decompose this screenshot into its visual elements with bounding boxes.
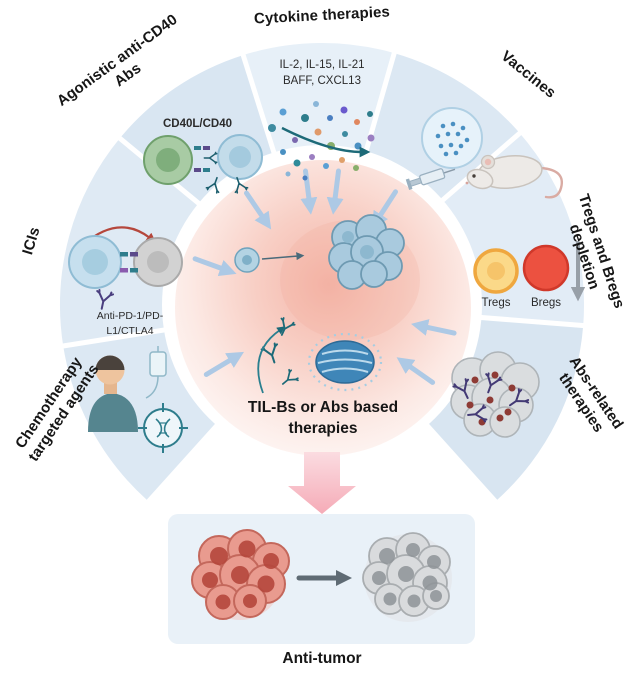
illustration-cytokine (268, 101, 375, 181)
illustration-agonistic-cd40 (143, 134, 263, 195)
tumor-red-cluster (191, 529, 290, 620)
arrow-icis-to-center (192, 256, 237, 277)
tumor-gray-cluster (362, 532, 452, 622)
arrow-chemo-to-center (203, 351, 245, 377)
arrow-abs-to-center (396, 357, 436, 385)
mouse-icon (465, 154, 563, 199)
abs-tumor-dots (466, 371, 516, 426)
center-cell-cluster (328, 214, 405, 290)
targeted-therapy-icon (138, 403, 188, 453)
illustration-abs-related (450, 351, 540, 438)
label-treg-cell: Tregs (481, 297, 511, 309)
annotation-anti-pd: Anti-PD-1/PD- L1/CTLA4 (70, 309, 190, 338)
center-caption-line2: therapies (288, 419, 358, 437)
outcome-panel (168, 514, 475, 644)
center-caption-line1: TIL-Bs or Abs based (247, 399, 399, 416)
center-caption: TIL-Bs or Abs based therapies (230, 398, 416, 440)
illustration-vaccines (405, 107, 563, 199)
center-secretion-arrow (257, 326, 286, 394)
annotation-cytokines-line1: IL-2, IL-15, IL-21 (279, 59, 365, 71)
differentiation-arrow (261, 252, 305, 261)
annotation-cytokines-line2: BAFF, CXCL13 (283, 75, 361, 88)
cytokine-flow-arrow (281, 126, 371, 158)
label-breg-cell: Bregs (530, 297, 562, 309)
patient-icon (88, 355, 138, 432)
illustration-chemotherapy (88, 346, 188, 453)
illustration-center (234, 214, 405, 394)
arrow-vaccines-to-center (371, 189, 398, 229)
outcome-caption: Anti-tumor (282, 650, 362, 667)
cd40-receptor-pairs (194, 146, 210, 172)
arrow-cytokine-right-to-center (326, 168, 344, 215)
icis-receptor-pairs (120, 252, 138, 273)
arrow-agonistic-to-center (244, 190, 272, 230)
illustration-icis (68, 226, 183, 312)
annotation-anti-pd-line2: L1/CTLA4 (106, 324, 154, 337)
arrow-tregs-to-center (411, 319, 457, 336)
annotation-anti-pd-line1: Anti-PD-1/PD- (96, 310, 164, 322)
tls-structure (307, 332, 383, 392)
annotation-cytokines: IL-2, IL-15, IL-21 BAFF, CXCL13 (242, 57, 402, 89)
cytokine-dots (268, 101, 375, 181)
vaccine-dish-dots (435, 121, 470, 157)
annotation-cd40l-cd40: CD40L/CD40 (162, 118, 233, 130)
syringe-icon (405, 168, 456, 191)
vaccine-dish (421, 107, 483, 169)
iv-bag-icon (145, 346, 167, 399)
illustration-tregs-bregs (473, 241, 586, 302)
breg-cell (522, 244, 570, 292)
outcome-arrow (288, 452, 356, 514)
